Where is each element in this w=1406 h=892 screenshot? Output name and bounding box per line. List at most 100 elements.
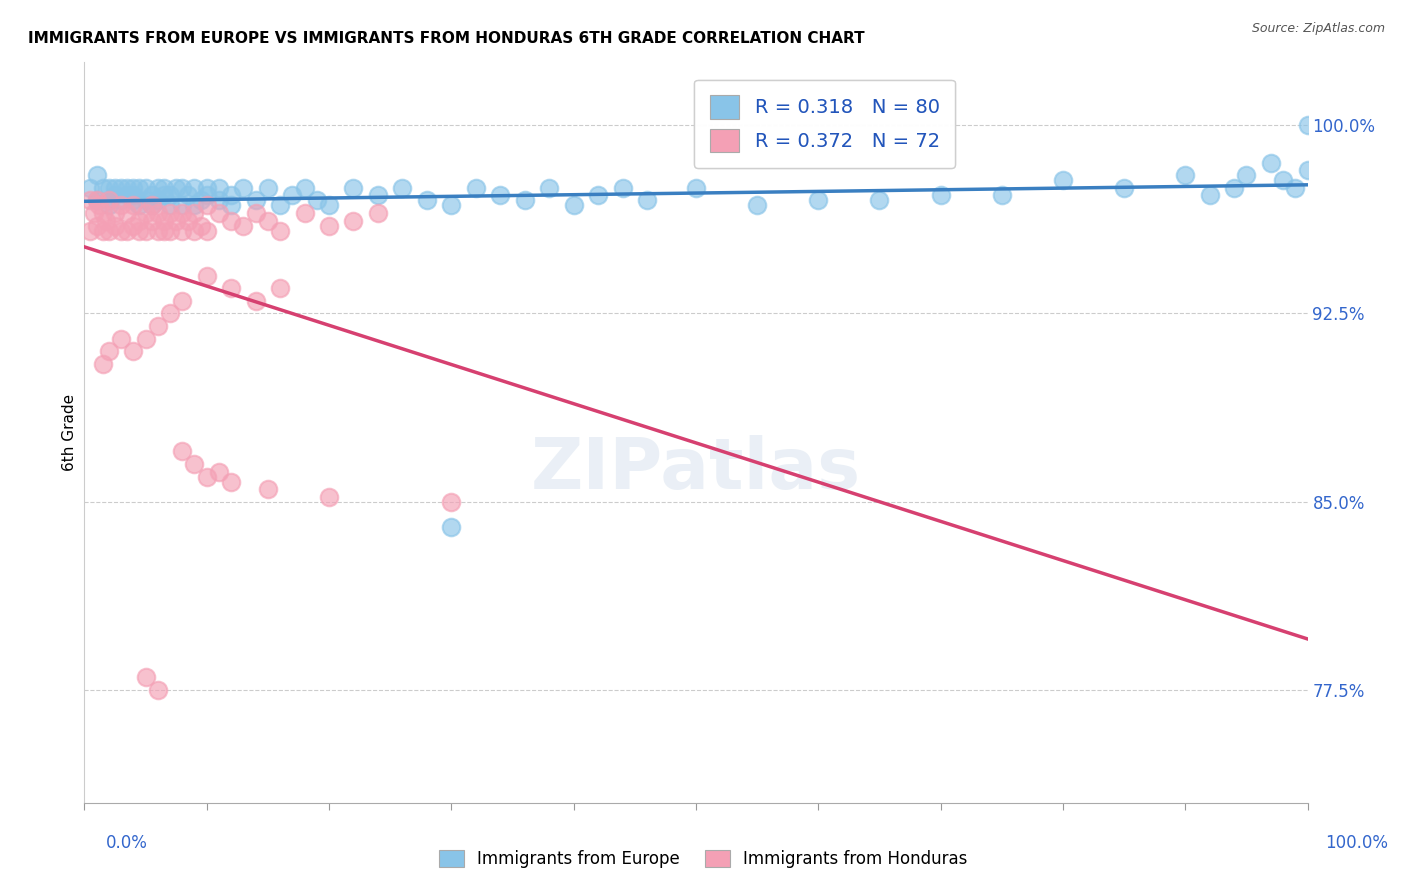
Point <box>79 194 101 208</box>
Point <box>141 213 163 227</box>
Point <box>153 188 176 202</box>
Point <box>172 293 194 308</box>
Point <box>122 188 145 202</box>
Point <box>122 181 145 195</box>
Point <box>87 198 110 212</box>
Point <box>110 224 132 238</box>
Text: 0.0%: 0.0% <box>105 834 148 852</box>
Point <box>159 188 181 202</box>
Point <box>294 181 316 195</box>
Point <box>195 469 218 483</box>
Point <box>115 224 138 238</box>
Point <box>110 198 132 212</box>
Point <box>208 206 231 220</box>
Point <box>1284 181 1306 195</box>
Point <box>97 194 120 208</box>
Point <box>79 181 101 195</box>
Point <box>342 181 364 195</box>
Point <box>929 188 952 202</box>
Point <box>636 194 658 208</box>
Point <box>219 198 242 212</box>
Point <box>135 331 157 345</box>
Point <box>991 188 1014 202</box>
Point <box>586 188 609 202</box>
Point <box>195 181 218 195</box>
Legend: Immigrants from Europe, Immigrants from Honduras: Immigrants from Europe, Immigrants from … <box>432 843 974 875</box>
Point <box>177 188 200 202</box>
Point <box>219 188 242 202</box>
Point <box>1260 156 1282 170</box>
Point <box>747 198 769 212</box>
Point <box>91 181 114 195</box>
Point <box>86 169 108 183</box>
Point <box>115 206 138 220</box>
Point <box>612 181 634 195</box>
Text: IMMIGRANTS FROM EUROPE VS IMMIGRANTS FROM HONDURAS 6TH GRADE CORRELATION CHART: IMMIGRANTS FROM EUROPE VS IMMIGRANTS FRO… <box>28 31 865 46</box>
Point <box>135 670 157 684</box>
Point <box>135 194 157 208</box>
Point <box>232 181 254 195</box>
Y-axis label: 6th Grade: 6th Grade <box>62 394 77 471</box>
Point <box>257 213 280 227</box>
Point <box>190 219 212 233</box>
Point <box>1272 173 1295 187</box>
Point <box>562 198 585 212</box>
Point <box>245 194 267 208</box>
Point <box>257 482 280 496</box>
Point <box>183 224 205 238</box>
Point <box>159 224 181 238</box>
Point <box>104 206 127 220</box>
Point <box>245 206 267 220</box>
Point <box>128 198 150 212</box>
Point <box>104 219 127 233</box>
Point <box>538 181 561 195</box>
Point <box>86 219 108 233</box>
Legend: R = 0.318   N = 80, R = 0.372   N = 72: R = 0.318 N = 80, R = 0.372 N = 72 <box>695 79 955 168</box>
Point <box>128 224 150 238</box>
Point <box>115 181 138 195</box>
Point <box>141 188 163 202</box>
Point <box>440 494 463 508</box>
Point <box>91 357 114 371</box>
Point <box>489 188 512 202</box>
Point <box>1174 169 1197 183</box>
Point <box>115 188 138 202</box>
Point <box>294 206 316 220</box>
Point <box>281 188 304 202</box>
Point <box>195 268 218 283</box>
Point <box>172 224 194 238</box>
Point <box>110 194 132 208</box>
Point <box>159 198 181 212</box>
Point <box>257 181 280 195</box>
Point <box>141 198 163 212</box>
Point <box>104 181 127 195</box>
Point <box>165 181 187 195</box>
Point <box>172 198 194 212</box>
Point <box>269 224 291 238</box>
Point <box>122 198 145 212</box>
Point <box>96 213 118 227</box>
Point <box>807 194 830 208</box>
Point <box>172 444 194 458</box>
Point <box>208 181 231 195</box>
Point <box>153 224 176 238</box>
Point <box>135 224 157 238</box>
Point <box>219 281 242 295</box>
Point <box>135 181 157 195</box>
Point <box>172 206 194 220</box>
Point <box>208 465 231 479</box>
Point <box>440 520 463 534</box>
Point <box>146 224 169 238</box>
Point <box>232 219 254 233</box>
Point <box>190 194 212 208</box>
Point <box>219 475 242 489</box>
Point <box>318 219 340 233</box>
Point <box>391 181 413 195</box>
Point <box>367 188 389 202</box>
Point <box>159 306 181 320</box>
Point <box>128 213 150 227</box>
Point <box>183 206 205 220</box>
Point <box>367 206 389 220</box>
Point <box>97 194 120 208</box>
Point <box>91 224 114 238</box>
